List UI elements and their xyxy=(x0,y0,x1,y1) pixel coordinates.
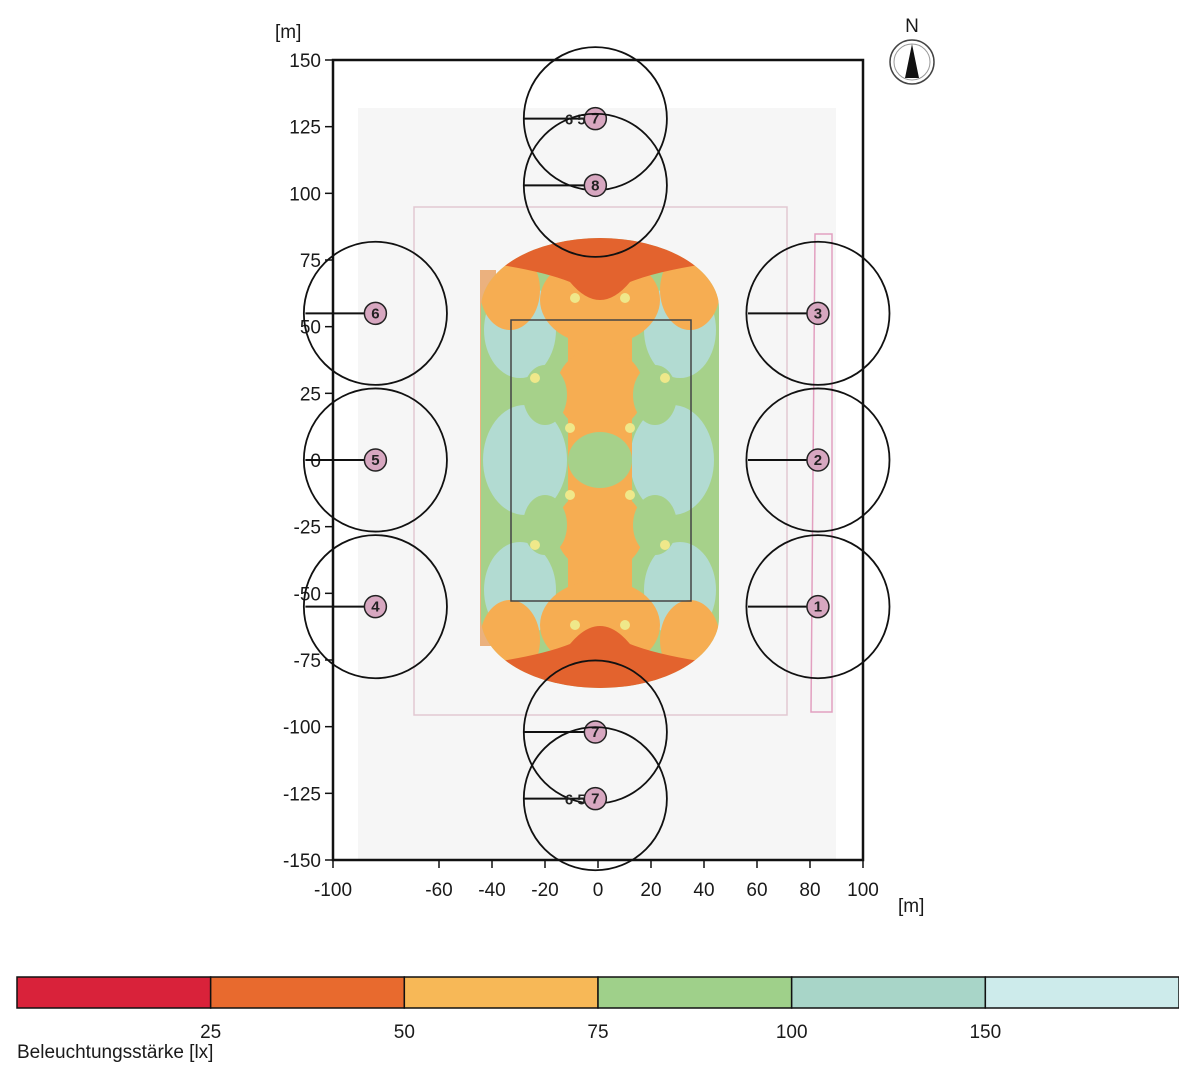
y-tick-label: 100 xyxy=(289,184,321,205)
luminaire-range-circle xyxy=(302,534,448,680)
right-pink-strip xyxy=(810,233,833,713)
y-axis-unit: [m] xyxy=(275,22,301,43)
y-tick-label: 150 xyxy=(289,51,321,72)
luminaire-marker xyxy=(806,448,830,472)
luminaire-number: 3 xyxy=(814,305,822,322)
luminaire-range-circle xyxy=(302,240,448,386)
y-tick-label: -75 xyxy=(294,651,321,672)
luminaire-6: 6 xyxy=(302,240,448,386)
legend-swatch xyxy=(16,976,212,1009)
x-tick-label: -60 xyxy=(425,880,452,901)
luminaire-marker xyxy=(806,594,830,619)
luminaire-number: 4 xyxy=(371,599,380,616)
luminaire-2: 2 xyxy=(745,387,891,533)
luminaire-side-label: 6 5 xyxy=(565,792,586,809)
legend-swatch xyxy=(209,976,406,1009)
luminaire-1: 1 xyxy=(745,534,891,680)
luminaire-range-circle xyxy=(745,534,891,680)
luminaire-number: 7 xyxy=(591,111,599,128)
luminaire-4: 4 xyxy=(302,534,448,680)
luminaire-marker xyxy=(363,448,388,472)
legend-swatch xyxy=(790,976,987,1009)
luminaire-marker xyxy=(583,173,608,198)
luminaire-number: 6 xyxy=(371,305,379,322)
x-tick-label: 40 xyxy=(693,880,714,901)
x-axis-ticks: -100 -60 -40 -20 0 20 40 60 80 100 xyxy=(314,860,879,901)
x-tick-label: -100 xyxy=(314,880,352,901)
luminaire-number: 8 xyxy=(591,177,599,194)
luminaire-number: 7 xyxy=(591,724,599,741)
legend-swatch xyxy=(984,976,1179,1009)
y-tick-label: 125 xyxy=(289,118,321,139)
luminaire-number: 5 xyxy=(371,452,379,469)
north-label: N xyxy=(905,16,919,37)
legend-tick-label: 25 xyxy=(200,1022,221,1043)
x-axis-unit: [m] xyxy=(898,896,924,917)
luminaire-3: 3 xyxy=(745,240,891,386)
x-tick-label: -40 xyxy=(478,880,505,901)
x-tick-label: 20 xyxy=(640,880,661,901)
luminaire-7-lower: 6 5 7 xyxy=(522,726,668,872)
luminaire-number: 7 xyxy=(591,791,599,808)
x-tick-label: 0 xyxy=(593,880,604,901)
y-tick-label: -25 xyxy=(294,518,321,539)
y-tick-label: 25 xyxy=(300,384,321,405)
y-tick-label: -150 xyxy=(283,851,321,872)
luminaire-range-circle xyxy=(745,240,891,386)
legend-swatch xyxy=(597,976,793,1009)
x-tick-label: 60 xyxy=(746,880,767,901)
y-tick-label: 50 xyxy=(300,318,321,339)
luminaire-marker xyxy=(363,594,388,619)
luminaire-5: 5 xyxy=(302,387,448,533)
luminaire-8: 8 xyxy=(522,112,668,258)
y-tick-label: -125 xyxy=(283,784,321,805)
x-tick-label: -20 xyxy=(531,880,558,901)
legend-title: Beleuchtungsstärke [lx] xyxy=(17,1042,213,1063)
illuminance-field xyxy=(481,238,719,688)
luminaire-number: 1 xyxy=(814,599,822,616)
y-tick-label: 0 xyxy=(310,451,321,472)
legend-tick-label: 75 xyxy=(587,1022,608,1043)
x-tick-label: 80 xyxy=(799,880,820,901)
y-tick-label: -100 xyxy=(283,718,321,739)
legend: 25 50 75 100 150 xyxy=(16,976,1179,1043)
y-tick-label: -50 xyxy=(294,584,321,605)
legend-swatch xyxy=(403,976,599,1009)
y-axis-ticks: 150 125 100 75 50 25 0 -25 -50 -75 -100 -125 -150 xyxy=(283,51,333,872)
legend-tick-label: 100 xyxy=(776,1022,808,1043)
luminaire-marker xyxy=(363,301,388,326)
legend-tick-label: 150 xyxy=(969,1022,1001,1043)
luminaire-number: 2 xyxy=(814,452,822,469)
luminaire-range-circle xyxy=(302,387,448,533)
luminaire-marker xyxy=(583,786,608,811)
field-rectangle xyxy=(510,319,692,602)
north-arrow-icon: N xyxy=(889,16,935,85)
y-tick-label: 75 xyxy=(300,251,321,272)
legend-tick-label: 50 xyxy=(394,1022,415,1043)
x-tick-label: 100 xyxy=(847,880,879,901)
luminaire-marker xyxy=(806,301,830,326)
luminaire-range-circle xyxy=(745,387,891,533)
